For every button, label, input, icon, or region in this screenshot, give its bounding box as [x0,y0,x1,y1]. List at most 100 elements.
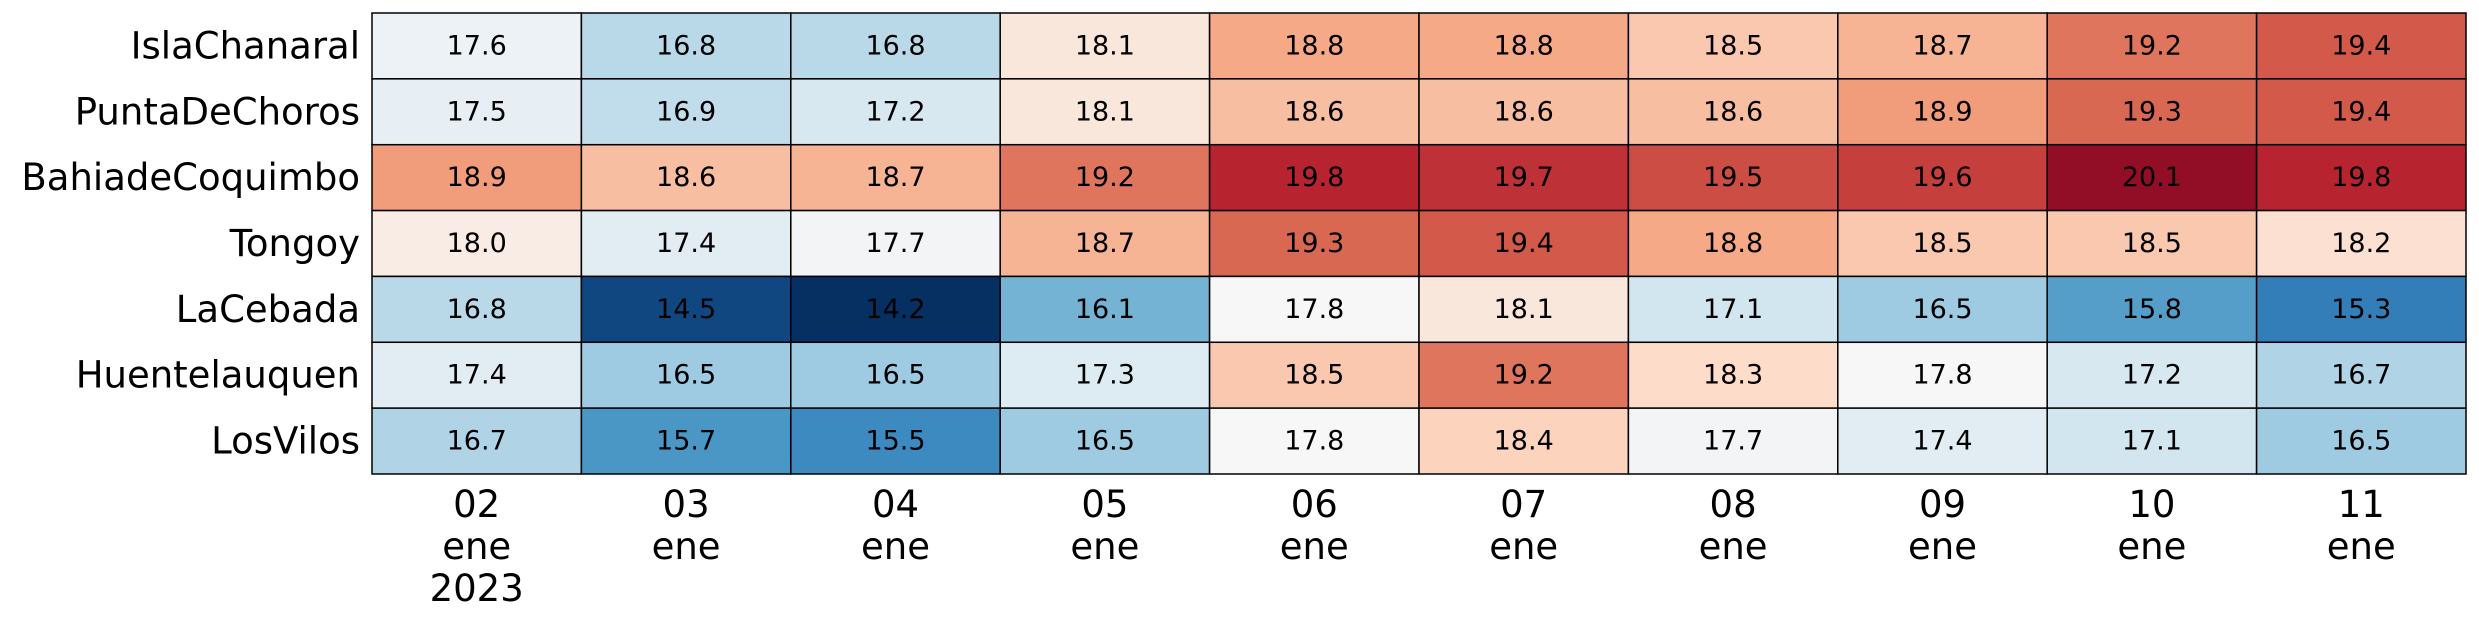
heatmap-cell [1627,341,1839,409]
heatmap-cell [2255,78,2467,146]
cell-label: 17.3 [1075,360,1135,391]
heatmap-cell [1837,341,2048,409]
cell-label: 16.5 [2331,426,2391,457]
heatmap-cell [1208,143,1420,212]
cell-label: 19.8 [1284,162,1344,193]
cell-label: 14.5 [656,294,716,325]
cell-label: 19.5 [1703,162,1763,193]
cell-label: 18.7 [1075,228,1135,259]
heatmap-cell [580,78,792,146]
cell-label: 17.4 [656,228,716,259]
cell-label: 18.1 [1494,294,1554,325]
cell-label: 17.4 [1912,426,1972,457]
cell-label: 18.0 [447,228,507,259]
cell-label: 16.8 [865,30,925,61]
cell-label: 19.4 [2331,96,2391,127]
x-tick-label: 08 ene [1698,483,1768,568]
heatmap-cell [999,143,1211,212]
heatmap-cell [371,275,583,344]
heatmap-cell [2046,275,2258,344]
cell-label: 16.5 [1912,294,1972,325]
cell-label: 18.6 [1703,96,1763,127]
cell-label: 15.3 [2331,294,2391,325]
heatmap-cell [1418,78,1630,146]
heatmap-cell [1837,78,2048,146]
cell-label: 16.7 [2331,360,2391,391]
heatmap-cell [2255,275,2467,344]
heatmap-cell [1627,78,1839,146]
heatmap-cell [1208,209,1420,278]
x-tick-label: 09 ene [1908,483,1977,568]
x-tick-label: 06 ene [1279,483,1349,568]
row-label: LaCebada [176,288,360,331]
cell-label: 16.5 [656,360,716,391]
heatmap-cell [580,143,792,212]
heatmap-cell [580,275,792,344]
heatmap-cell [1837,209,2048,278]
heatmap-cell [790,78,1001,146]
cell-label: 17.2 [2122,360,2182,391]
cell-label: 18.7 [865,162,925,193]
cell-label: 18.5 [1284,360,1344,391]
x-tick-label: 04 ene [861,483,930,568]
cell-label: 19.2 [1075,162,1135,193]
heatmap-cell [580,407,792,475]
heatmap-cell [2046,209,2258,278]
heatmap-cell [1208,407,1420,475]
x-tick-label: 07 ene [1489,483,1559,568]
cell-label: 18.6 [656,162,716,193]
x-tick-label: 05 ene [1070,483,1140,568]
cell-label: 18.5 [1703,30,1763,61]
heatmap-cell [1418,143,1630,212]
cell-label: 18.5 [2122,228,2182,259]
cell-label: 19.8 [2331,162,2391,193]
heatmap-cell [580,12,792,80]
heatmap-cell [999,209,1211,278]
heatmap-cell [2255,209,2467,278]
row-label: IslaChanaral [131,24,360,67]
x-tick-label: 02 ene 2023 [429,483,524,610]
heatmap-cell [999,275,1211,344]
cell-label: 18.3 [1703,360,1763,391]
heatmap-cell [371,78,583,146]
cell-label: 18.9 [447,162,507,193]
row-label: Huentelauquen [76,354,360,397]
cell-label: 18.7 [1912,30,1972,61]
heatmap-cell [2046,12,2258,80]
cell-label: 18.9 [1912,96,1972,127]
heatmap-cell [1627,407,1839,475]
heatmap-cell [371,341,583,409]
row-label: PuntaDeChoros [75,90,360,133]
heatmap-cell [371,143,583,212]
cell-label: 19.4 [1494,228,1554,259]
heatmap-cell [580,209,792,278]
heatmap-cell [1837,143,2048,212]
heatmap-cell [1837,12,2048,80]
cell-label: 19.6 [1912,162,1972,193]
cell-label: 17.6 [447,30,507,61]
heatmap-cell [1208,78,1420,146]
cell-label: 17.8 [1912,360,1972,391]
cell-label: 16.8 [656,30,716,61]
cell-label: 16.5 [1075,426,1135,457]
heatmap-cell [580,341,792,409]
cell-label: 16.8 [447,294,507,325]
heatmap-cell [1837,407,2048,475]
cell-label: 19.3 [2122,96,2182,127]
heatmap-cell [371,12,583,80]
cell-label: 19.2 [1494,360,1554,391]
cell-label: 19.2 [2122,30,2182,61]
cell-label: 18.1 [1075,30,1135,61]
heatmap-cell [2255,407,2467,475]
heatmap-cell [790,407,1001,475]
heatmap-cell [1418,275,1630,344]
heatmap-cell [1627,209,1839,278]
cell-label: 18.8 [1284,30,1344,61]
x-tick-label: 11 ene [2326,483,2396,568]
cell-label: 19.7 [1494,162,1554,193]
row-label: LosVilos [211,420,360,463]
row-label: Tongoy [229,222,360,265]
cell-label: 18.5 [1912,228,1972,259]
heatmap-cell [999,78,1211,146]
